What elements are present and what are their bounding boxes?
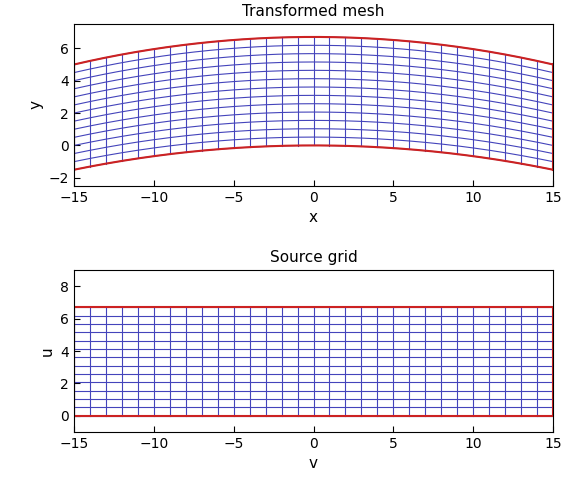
Y-axis label: y: y <box>28 100 43 109</box>
Y-axis label: u: u <box>40 346 55 356</box>
X-axis label: v: v <box>309 456 318 471</box>
Title: Transformed mesh: Transformed mesh <box>242 4 385 19</box>
Title: Source grid: Source grid <box>270 250 357 265</box>
X-axis label: x: x <box>309 210 318 225</box>
